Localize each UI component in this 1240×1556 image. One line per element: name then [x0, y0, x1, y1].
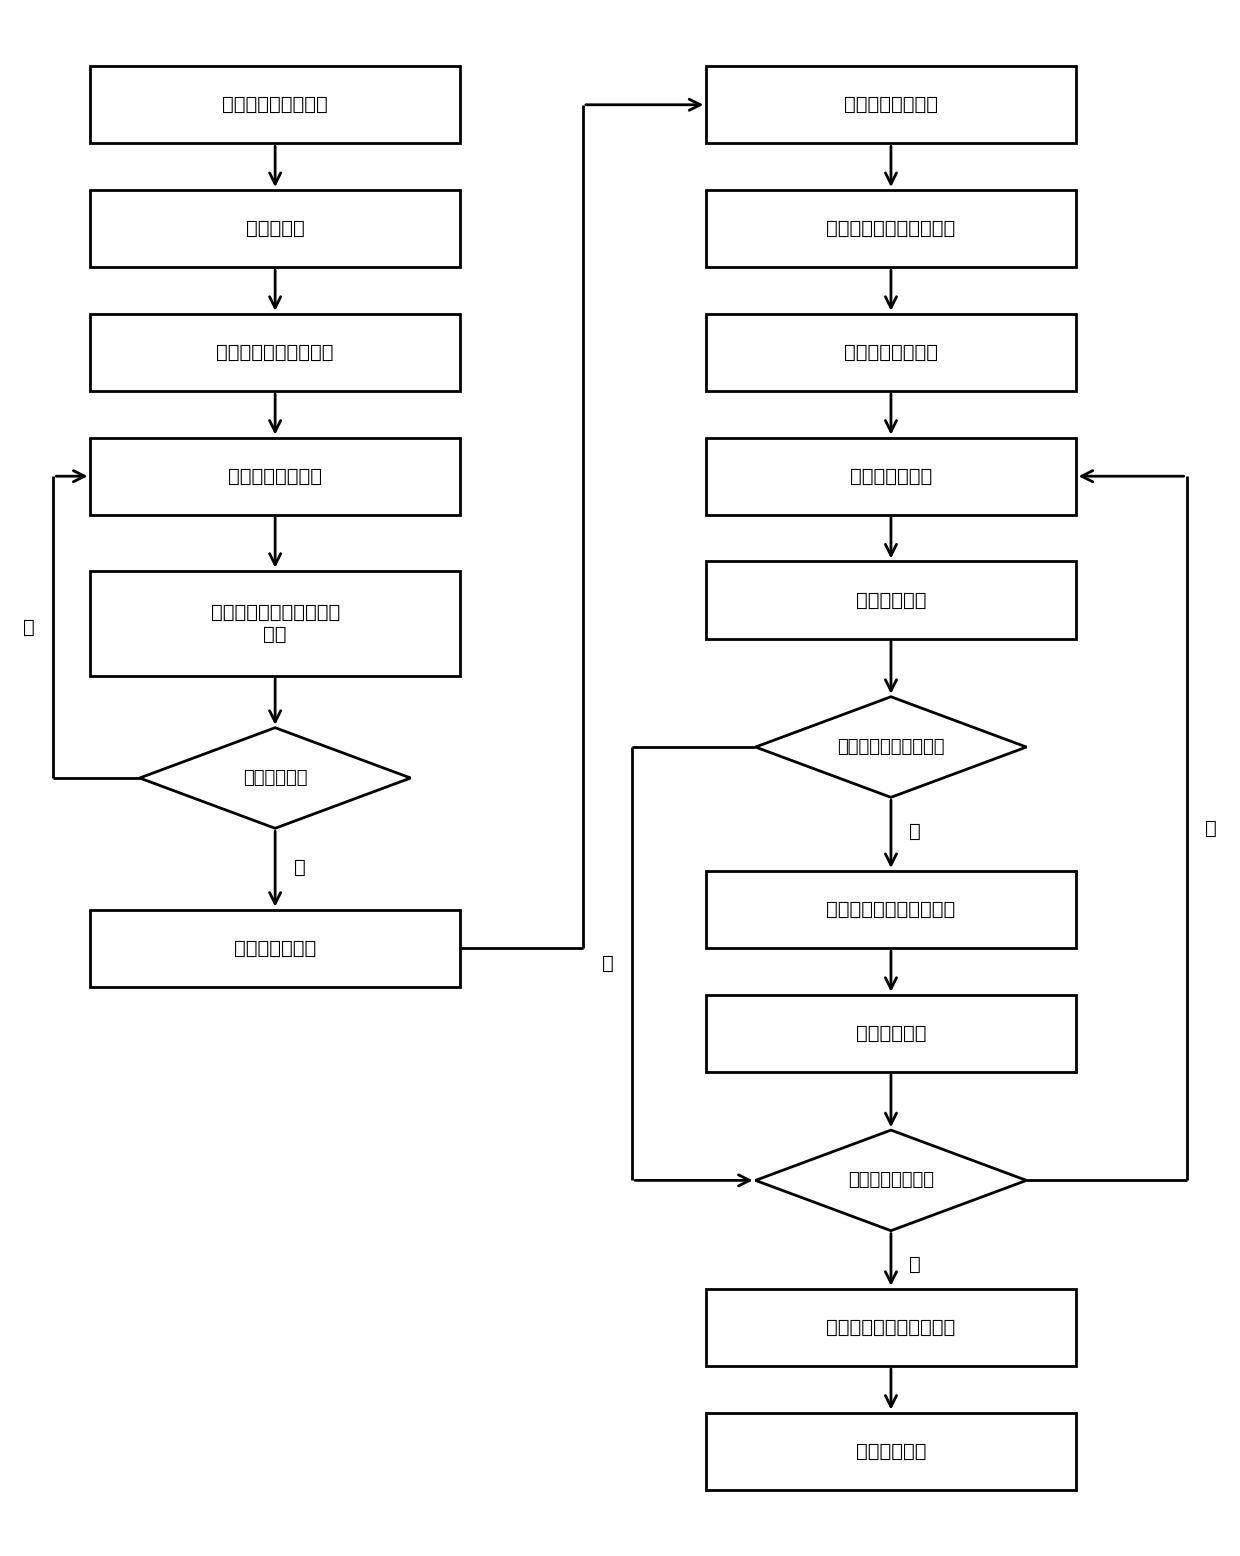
Text: 适应度优于历史最佳？: 适应度优于历史最佳？: [837, 738, 945, 756]
Text: 否: 否: [909, 822, 921, 840]
Bar: [707, 1413, 1076, 1491]
Text: 计算适应度函数值: 计算适应度函数值: [844, 342, 937, 363]
Text: 否: 否: [1205, 818, 1216, 837]
Polygon shape: [140, 728, 410, 828]
Bar: [91, 190, 460, 268]
Bar: [91, 437, 460, 515]
Bar: [707, 65, 1076, 143]
Text: 完成模型构建: 完成模型构建: [856, 1442, 926, 1461]
Polygon shape: [755, 1130, 1027, 1231]
Text: 生成交叉变量: 生成交叉变量: [856, 1024, 926, 1043]
Text: 达到最大迭代数？: 达到最大迭代数？: [848, 1172, 934, 1189]
Text: 转换算法产生新的候选解: 转换算法产生新的候选解: [826, 899, 956, 920]
Text: 读入基因微阵列数据: 读入基因微阵列数据: [222, 95, 329, 114]
Polygon shape: [755, 697, 1027, 797]
Text: 初始化特征集与排序列: 初始化特征集与排序列: [217, 342, 334, 363]
Text: 数据预处理: 数据预处理: [246, 219, 305, 238]
Text: 生成交叉变量: 生成交叉变量: [856, 591, 926, 610]
Text: 将历史最佳作为最优参数: 将历史最佳作为最优参数: [826, 1318, 956, 1337]
Text: 输出特征排序列: 输出特征排序列: [234, 938, 316, 958]
Text: 否: 否: [24, 618, 35, 636]
Bar: [91, 571, 460, 675]
Text: 特征集为空？: 特征集为空？: [243, 769, 308, 787]
Bar: [707, 314, 1076, 391]
Bar: [707, 190, 1076, 268]
Bar: [91, 910, 460, 987]
Bar: [91, 65, 460, 143]
Bar: [707, 437, 1076, 515]
Text: 是: 是: [603, 954, 614, 972]
Text: 计算排序准则函数: 计算排序准则函数: [228, 467, 322, 485]
Bar: [707, 994, 1076, 1072]
Text: 产生变异中间体: 产生变异中间体: [849, 467, 932, 485]
Bar: [91, 314, 460, 391]
Text: 选择最优特征子集: 选择最优特征子集: [844, 95, 937, 114]
Text: 是: 是: [294, 857, 305, 876]
Text: 找出最小贡献特征移入排
序列: 找出最小贡献特征移入排 序列: [211, 602, 340, 644]
Bar: [707, 1288, 1076, 1366]
Bar: [707, 871, 1076, 948]
Text: 是: 是: [909, 1256, 921, 1274]
Bar: [707, 562, 1076, 638]
Text: 初始化查分进化算法参数: 初始化查分进化算法参数: [826, 219, 956, 238]
